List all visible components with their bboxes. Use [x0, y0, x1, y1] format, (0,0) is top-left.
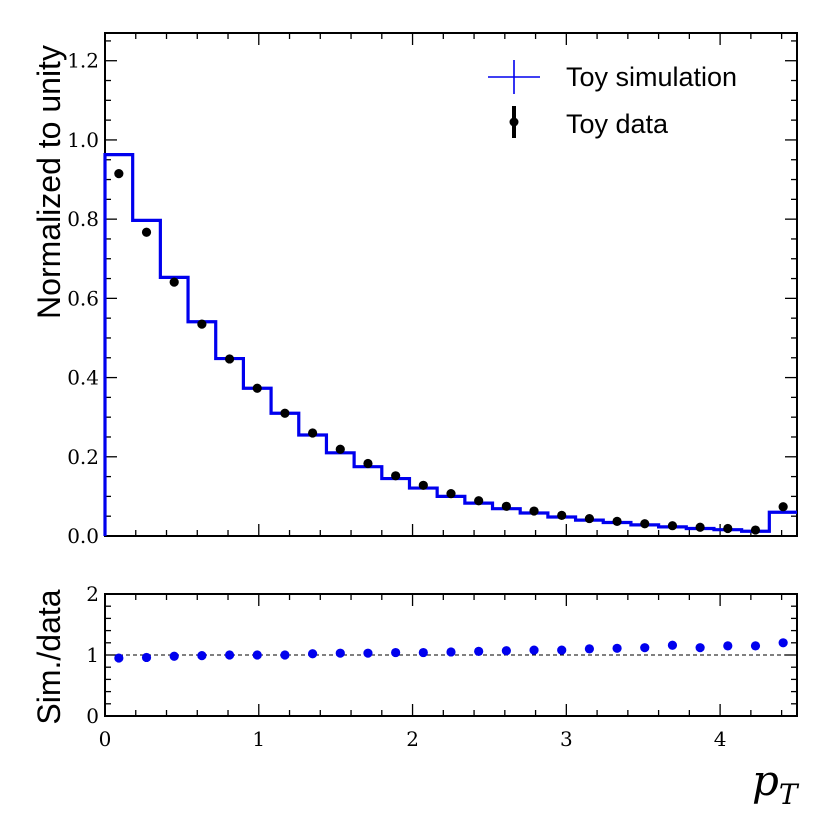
ratio-point — [224, 650, 235, 660]
ratio-point — [169, 651, 179, 661]
ratio-point — [529, 645, 539, 655]
toy-data-point — [335, 444, 345, 454]
toy-data-point — [308, 428, 318, 438]
toy-data-point — [280, 408, 290, 418]
toy-data-point — [169, 277, 179, 287]
ratio-point — [308, 649, 318, 659]
main-ytick-label: 1.0 — [67, 128, 99, 152]
toy-data-point — [501, 501, 511, 511]
ratio-point — [363, 648, 373, 658]
xtick-label: 2 — [406, 727, 419, 751]
toy-data-point — [529, 506, 539, 516]
ratio-point — [252, 650, 262, 660]
xtick-label: 4 — [714, 727, 727, 751]
main-ytick-label: 0.4 — [67, 366, 99, 390]
ratio-point — [723, 641, 733, 651]
main-panel: 0.0 0.2 0.4 0.6 0.8 1.0 1.2 Normalized to unit… — [31, 32, 798, 548]
toy-data-point — [612, 516, 622, 526]
ratio-point — [474, 646, 484, 656]
toy-data-points — [114, 169, 788, 535]
legend-toy-data-label: Toy data — [566, 109, 669, 139]
ratio-point — [612, 643, 622, 653]
ratio-ytick-label: 0 — [86, 704, 99, 728]
main-ytick-labels: 0.0 0.2 0.4 0.6 0.8 1.0 1.2 — [67, 49, 99, 548]
toy-simulation-step-line — [103, 152, 797, 536]
main-ytick-label: 0.0 — [67, 524, 99, 548]
ratio-ytick-label: 1 — [86, 643, 99, 667]
ratio-point — [667, 640, 678, 650]
legend-toy-simulation-label: Toy simulation — [566, 62, 737, 92]
ratio-point — [501, 646, 511, 656]
xtick-label: 1 — [252, 727, 265, 751]
ratio-point — [141, 652, 152, 663]
toy-data-point — [640, 519, 650, 529]
ratio-panel: 0 1 2 0 1 2 3 4 Sim./data pT — [31, 582, 800, 811]
ratio-ytick-labels: 0 1 2 — [86, 582, 99, 728]
ratio-point — [778, 638, 788, 648]
ratio-point — [280, 650, 290, 660]
ratio-point — [557, 645, 567, 655]
toy-data-point — [363, 458, 373, 469]
toy-data-point — [114, 169, 124, 179]
ratio-ticks — [104, 593, 797, 717]
ratio-xtick-labels: 0 1 2 3 4 — [99, 727, 727, 751]
x-axis-title-subscript: T — [779, 778, 800, 811]
ratio-point — [446, 647, 456, 657]
toy-data-point — [474, 496, 484, 506]
toy-data-point — [750, 525, 761, 535]
toy-data-point — [391, 471, 401, 481]
xtick-label: 3 — [560, 727, 573, 751]
main-plot-frame — [104, 32, 798, 537]
toy-data-point — [584, 513, 595, 524]
xtick-label: 0 — [99, 727, 112, 751]
toy-data-point — [667, 521, 678, 531]
ratio-point — [114, 653, 124, 663]
ratio-point — [391, 647, 401, 658]
ratio-point — [584, 644, 595, 654]
toy-data-point — [252, 383, 262, 393]
toy-data-point — [224, 354, 235, 364]
x-axis-title: pT — [752, 756, 800, 811]
toy-data-point — [723, 523, 733, 534]
legend: Toy simulation Toy data — [488, 60, 737, 139]
main-y-axis-title: Normalized to unity — [31, 45, 67, 319]
toy-data-point — [695, 522, 705, 532]
main-ytick-label: 1.2 — [67, 49, 99, 73]
ratio-y-axis-title: Sim./data — [31, 589, 67, 724]
ratio-point — [695, 643, 705, 653]
ratio-point — [418, 647, 428, 658]
toy-data-point — [446, 489, 456, 499]
ratio-point — [750, 641, 761, 651]
toy-data-point — [197, 319, 207, 329]
ratio-points — [114, 638, 788, 663]
main-ytick-label: 0.2 — [67, 445, 99, 469]
ratio-point — [335, 648, 345, 658]
main-ticks — [104, 33, 797, 537]
legend-data-marker — [509, 117, 519, 127]
main-ytick-label: 0.6 — [67, 286, 99, 310]
ratio-point — [640, 643, 650, 653]
toy-data-point — [418, 480, 428, 490]
ratio-point — [197, 651, 207, 661]
toy-data-point — [557, 510, 567, 521]
toy-data-point — [778, 502, 788, 512]
x-axis-title-main: p — [752, 756, 779, 805]
main-ytick-label: 0.8 — [67, 207, 99, 231]
ratio-ytick-label: 2 — [86, 582, 99, 606]
toy-data-point — [141, 227, 152, 237]
